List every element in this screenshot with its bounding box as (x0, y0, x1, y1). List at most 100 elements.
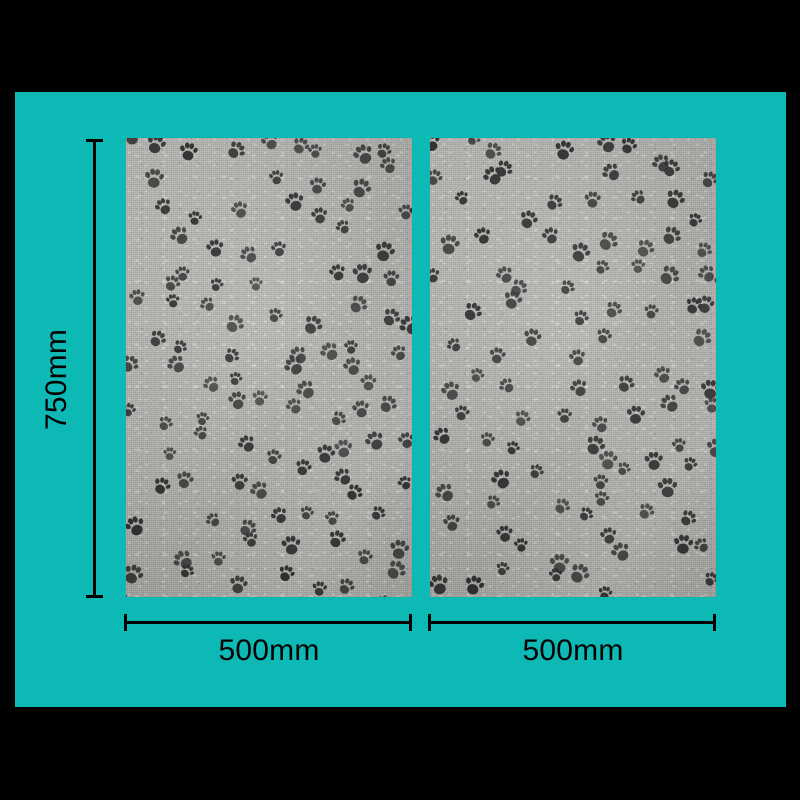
paw-print-icon (614, 458, 635, 479)
paw-print-icon (606, 537, 635, 566)
paw-print-icon (173, 468, 197, 492)
paw-print-icon (556, 407, 573, 424)
paw-print-icon (220, 308, 250, 338)
paw-print-icon (437, 377, 465, 405)
paw-print-icon (387, 341, 411, 365)
paw-print-icon (642, 449, 665, 472)
paw-print-icon (595, 584, 614, 597)
paw-print-icon (186, 209, 204, 227)
height-dimension-cap-bottom (86, 595, 103, 598)
paw-print-icon (443, 334, 466, 357)
paw-print-icon (230, 472, 249, 491)
paw-print-icon (487, 344, 508, 365)
paw-print-icon (670, 374, 695, 399)
fabric-texture-right (430, 138, 716, 597)
paw-print-icon (592, 325, 614, 347)
paw-print-icon (597, 448, 620, 471)
paw-print-icon (482, 491, 504, 513)
paw-print-icon (580, 430, 610, 460)
paw-print-icon (126, 286, 148, 308)
fabric-swatch-right (430, 138, 716, 597)
paw-print-icon (430, 265, 443, 286)
paw-print-icon (261, 596, 280, 597)
paw-print-icon (394, 473, 412, 494)
paw-print-icon (350, 261, 375, 286)
paw-print-icon (332, 436, 355, 459)
paw-print-icon (257, 138, 283, 154)
paw-print-icon (616, 138, 641, 158)
paw-print-icon (395, 429, 412, 452)
paw-print-icon (267, 168, 286, 187)
paw-print-icon (346, 173, 375, 202)
paw-print-icon (463, 138, 484, 149)
height-dimension-line (93, 139, 96, 598)
fabric-swatch-left (126, 138, 412, 597)
paw-print-icon (588, 412, 613, 437)
paw-print-icon (292, 455, 315, 478)
paw-print-icon (227, 197, 252, 222)
paw-print-icon (520, 326, 544, 350)
paw-print-icon (541, 189, 567, 215)
paw-print-icon (598, 524, 621, 547)
paw-print-icon (693, 260, 716, 287)
paw-print-icon (313, 441, 338, 466)
paw-print-icon (660, 185, 689, 214)
paw-print-icon (680, 454, 701, 475)
paw-print-icon (282, 394, 307, 419)
paw-print-icon (298, 310, 328, 340)
paw-print-icon (452, 403, 472, 423)
paw-print-layer-right (430, 138, 716, 597)
paw-print-icon (234, 430, 261, 457)
paw-print-icon (592, 489, 612, 509)
paw-print-icon (203, 236, 227, 260)
paw-print-icon (494, 523, 516, 545)
paw-print-icon (274, 561, 298, 585)
paw-print-icon (671, 532, 695, 556)
paw-print-icon (503, 438, 523, 458)
paw-print-icon (430, 477, 460, 507)
paw-print-icon (126, 350, 143, 378)
paw-print-icon (194, 410, 211, 427)
paw-print-icon (163, 292, 181, 310)
paw-print-icon (630, 258, 647, 275)
paw-print-icon (570, 307, 592, 329)
paw-print-icon (477, 429, 496, 448)
paw-print-icon (290, 374, 320, 404)
paw-print-icon (430, 422, 456, 450)
paw-print-icon (190, 422, 211, 443)
paw-print-icon (210, 549, 227, 566)
fabric-texture-left (126, 138, 412, 597)
paw-print-icon (458, 297, 487, 326)
paw-print-icon (440, 511, 462, 533)
paw-print-icon (684, 210, 705, 231)
paw-print-icon (342, 339, 359, 356)
paw-print-icon (373, 592, 395, 597)
paw-print-icon (650, 362, 675, 387)
paw-print-icon (234, 514, 261, 541)
paw-print-icon (169, 336, 191, 358)
width-left-dimension-cap-end (409, 614, 412, 631)
paw-print-icon (460, 572, 488, 597)
paw-print-icon (499, 286, 526, 313)
paw-print-icon (377, 303, 405, 331)
paw-print-icon (307, 175, 328, 196)
paw-print-icon (327, 406, 351, 430)
paw-print-icon (574, 503, 597, 526)
paw-print-icon (226, 573, 250, 597)
width-left-dimension-line (124, 621, 412, 624)
paw-print-icon (490, 154, 518, 182)
paw-print-icon (654, 388, 684, 418)
paw-print-icon (696, 167, 716, 193)
paw-print-icon (310, 579, 328, 597)
paw-print-icon (154, 412, 176, 434)
paw-print-icon (370, 237, 398, 265)
paw-print-icon (126, 138, 143, 147)
paw-print-icon (225, 388, 249, 412)
paw-print-icon (322, 509, 341, 528)
paw-print-icon (250, 388, 269, 407)
paw-print-icon (563, 558, 594, 589)
paw-print-icon (394, 310, 412, 342)
paw-print-icon (436, 232, 463, 259)
paw-print-icon (430, 570, 453, 597)
